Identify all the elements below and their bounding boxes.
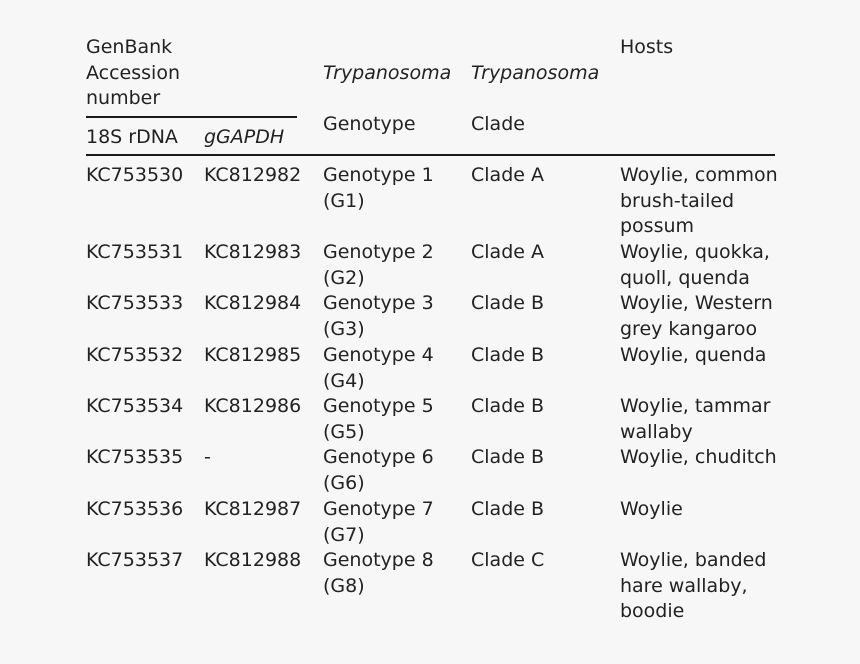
cell-ggapdh: KC812984	[204, 292, 302, 314]
header-trypanosoma-genotype: Trypanosoma Genotype	[323, 35, 451, 137]
cell-ggapdh: KC812983	[204, 241, 302, 263]
cell-ggapdh: KC812987	[204, 498, 302, 520]
header-clade-italic: Trypanosoma	[471, 61, 600, 84]
header-genotype-word: Genotype	[323, 112, 416, 135]
cell-18s-rdna: KC753535	[86, 446, 184, 468]
header-genotype-italic: Trypanosoma	[323, 61, 452, 84]
cell-hosts: Woylie, quokka, quoll, quenda	[620, 241, 770, 289]
header-hosts: Hosts	[620, 36, 674, 58]
cell-18s-rdna: KC753530	[86, 164, 184, 186]
cell-genotype: Genotype 8 (G8)	[323, 549, 434, 597]
cell-hosts: Woylie, tammar wallaby	[620, 395, 771, 443]
cell-ggapdh: KC812988	[204, 549, 302, 571]
subheader-ggapdh: gGAPDH	[204, 126, 285, 148]
cell-genotype: Genotype 5 (G5)	[323, 395, 434, 443]
cell-genotype: Genotype 1 (G1)	[323, 164, 434, 212]
cell-genotype: Genotype 3 (G3)	[323, 292, 434, 340]
cell-genotype: Genotype 4 (G4)	[323, 344, 434, 392]
cell-hosts: Woylie, Western grey kangaroo	[620, 292, 773, 340]
cell-clade: Clade B	[471, 446, 545, 468]
header-trypanosoma-clade: Trypanosoma Clade	[471, 35, 599, 137]
cell-18s-rdna: KC753531	[86, 241, 184, 263]
cell-genotype: Genotype 2 (G2)	[323, 241, 434, 289]
cell-hosts: Woylie, quenda	[620, 344, 767, 366]
header-clade-word: Clade	[471, 112, 525, 135]
cell-ggapdh: KC812986	[204, 395, 302, 417]
subheader-18s-rdna: 18S rDNA	[86, 126, 178, 148]
cell-hosts: Woylie, banded hare wallaby, boodie	[620, 549, 767, 622]
cell-clade: Clade B	[471, 395, 545, 417]
cell-18s-rdna: KC753537	[86, 549, 184, 571]
cell-clade: Clade B	[471, 292, 545, 314]
cell-18s-rdna: KC753533	[86, 292, 184, 314]
cell-18s-rdna: KC753534	[86, 395, 184, 417]
cell-genotype: Genotype 6 (G6)	[323, 446, 434, 494]
header-genbank-accession-number: GenBank Accession number	[86, 36, 180, 109]
cell-ggapdh: KC812985	[204, 344, 302, 366]
cell-ggapdh: KC812982	[204, 164, 302, 186]
cell-hosts: Woylie, common brush-tailed possum	[620, 164, 778, 237]
header-bottom-rule	[86, 154, 775, 156]
header-span-rule	[86, 116, 297, 118]
cell-ggapdh: -	[204, 446, 211, 468]
cell-clade: Clade C	[471, 549, 545, 571]
cell-hosts: Woylie	[620, 498, 683, 520]
cell-clade: Clade B	[471, 344, 545, 366]
cell-18s-rdna: KC753532	[86, 344, 184, 366]
cell-clade: Clade A	[471, 241, 544, 263]
cell-clade: Clade B	[471, 498, 545, 520]
cell-hosts: Woylie, chuditch	[620, 446, 777, 468]
cell-18s-rdna: KC753536	[86, 498, 184, 520]
cell-clade: Clade A	[471, 164, 544, 186]
cell-genotype: Genotype 7 (G7)	[323, 498, 434, 546]
